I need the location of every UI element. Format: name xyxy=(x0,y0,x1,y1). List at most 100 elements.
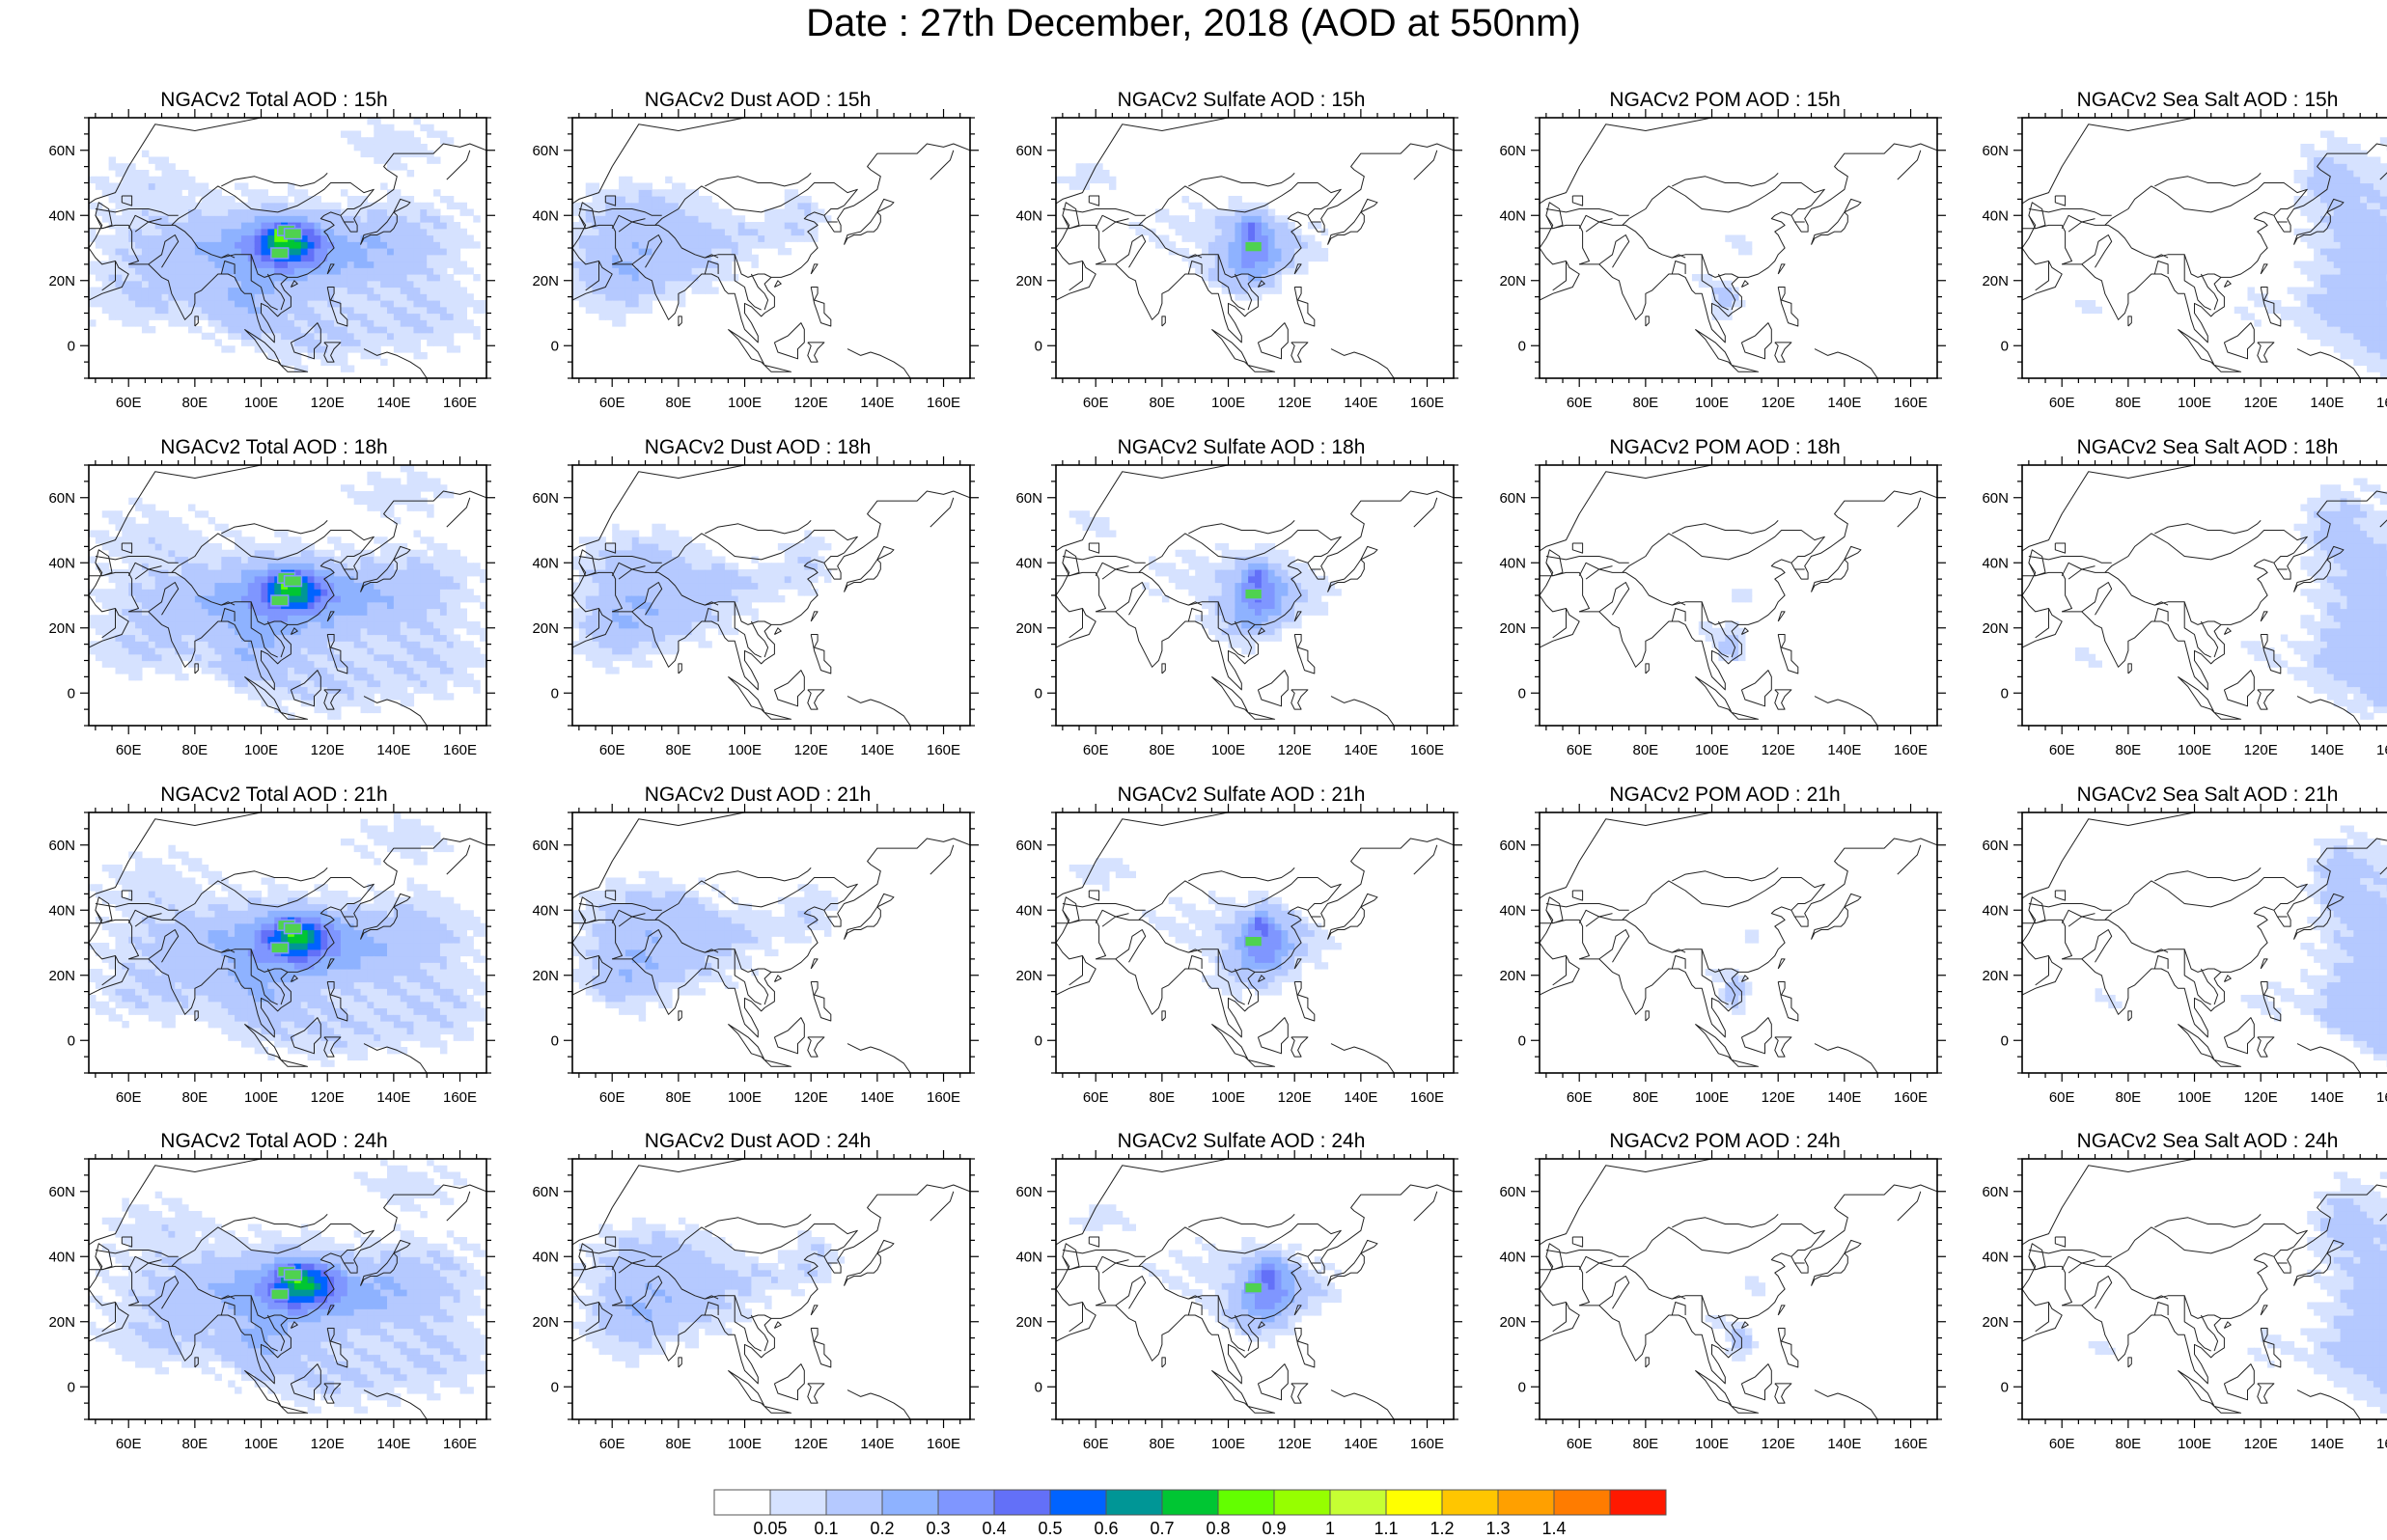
colorbar-box xyxy=(881,1489,939,1516)
panel-title: NGACv2 Total AOD : 21h xyxy=(160,784,388,806)
figure-title: Date : 27th December, 2018 (AOD at 550nm… xyxy=(806,2,1581,44)
lat-tick-label: 0 xyxy=(551,1032,559,1049)
aod-map: 60E 80E 100E 120E 140E 160E 60N 40N 20N 0 xyxy=(1982,109,2387,411)
lon-tick-label: 140E xyxy=(1344,395,1377,411)
aod-hotspot-cell xyxy=(270,247,290,260)
lon-tick-label: 140E xyxy=(1344,1436,1377,1452)
lat-tick-label: 40N xyxy=(1982,555,2009,571)
lat-tick-label: 20N xyxy=(1499,968,1526,984)
coastlines xyxy=(572,465,970,726)
lat-tick-label: 20N xyxy=(1499,1314,1526,1331)
lon-tick-label: 100E xyxy=(244,742,278,758)
aod-map: 60E 80E 100E 120E 140E 160E 60N 40N 20N 0 xyxy=(1015,804,1462,1106)
lon-tick-label: 60E xyxy=(1567,1089,1593,1106)
coastlines xyxy=(1540,812,1937,1073)
lon-tick-label: 140E xyxy=(376,1089,410,1106)
coastlines xyxy=(2022,465,2387,726)
lon-tick-label: 120E xyxy=(794,742,828,758)
panel-title: NGACv2 POM AOD : 21h xyxy=(1609,784,1841,806)
lon-tick-label: 160E xyxy=(1894,395,1928,411)
map-panel-pom-18h: NGACv2 POM AOD : 18h 60E 80E 100E 120E 140E 16… xyxy=(1493,436,1957,772)
lat-tick-label: 40N xyxy=(48,207,75,224)
lon-tick-label: 160E xyxy=(927,1089,960,1106)
panel-title: NGACv2 Sea Salt AOD : 24h xyxy=(2076,1130,2339,1152)
aod-field xyxy=(1691,234,1753,320)
map-panel-seasalt-21h: NGACv2 Sea Salt AOD : 21h 60E 80E 100E 120E 1… xyxy=(1976,784,2387,1119)
lon-tick-label: 120E xyxy=(2244,1089,2278,1106)
plot-frame xyxy=(1539,1158,1938,1420)
lon-tick-label: 120E xyxy=(1762,742,1795,758)
aod-field xyxy=(1069,858,1342,1003)
lat-tick-label: 60N xyxy=(1499,490,1526,507)
lon-tick-label: 160E xyxy=(1894,1436,1928,1452)
lat-tick-label: 20N xyxy=(48,620,75,637)
lon-tick-label: 100E xyxy=(2178,1089,2211,1106)
lon-tick-label: 160E xyxy=(927,395,960,411)
lon-tick-label: 120E xyxy=(2244,395,2278,411)
lon-tick-label: 80E xyxy=(182,742,208,758)
lon-tick-label: 100E xyxy=(2178,395,2211,411)
lat-tick-label: 0 xyxy=(1035,338,1042,354)
lat-tick-label: 0 xyxy=(551,685,559,701)
aod-hotspot-cell xyxy=(283,575,303,588)
panel-title: NGACv2 Dust AOD : 18h xyxy=(644,436,872,458)
lat-tick-label: 20N xyxy=(532,1314,559,1331)
colorbar-box xyxy=(937,1489,995,1516)
lat-tick-label: 60N xyxy=(48,490,75,507)
lon-tick-label: 80E xyxy=(666,742,692,758)
map-panel-dust-15h: NGACv2 Dust AOD : 15h 60E 80E 100E 120E 140E 1… xyxy=(526,89,989,425)
colorbar-label: 0.1 xyxy=(814,1519,838,1538)
lon-tick-label: 80E xyxy=(666,1089,692,1106)
lat-tick-label: 20N xyxy=(1015,273,1042,289)
colorbar-label: 0.4 xyxy=(982,1519,1006,1538)
aod-map: 60E 80E 100E 120E 140E 160E 60N 40N 20N 0 xyxy=(1499,456,1946,758)
aod-map: 60E 80E 100E 120E 140E 160E 60N 40N 20N 0 xyxy=(48,1150,495,1452)
lon-tick-label: 140E xyxy=(1344,1089,1377,1106)
panel-title: NGACv2 Total AOD : 18h xyxy=(160,436,388,458)
lon-tick-label: 60E xyxy=(116,1436,142,1452)
colorbar-box xyxy=(713,1489,771,1516)
lon-tick-label: 100E xyxy=(1211,1436,1245,1452)
colorbar-box xyxy=(1105,1489,1163,1516)
map-panel-pom-24h: NGACv2 POM AOD : 24h 60E 80E 100E 120E 140E 16… xyxy=(1493,1130,1957,1466)
lon-tick-label: 100E xyxy=(2178,742,2211,758)
lat-tick-label: 60N xyxy=(1982,1184,2009,1200)
lon-tick-label: 60E xyxy=(1567,742,1593,758)
lon-tick-label: 100E xyxy=(1695,1089,1729,1106)
lon-tick-label: 160E xyxy=(2376,742,2387,758)
lon-tick-label: 100E xyxy=(244,395,278,411)
panel-title: NGACv2 POM AOD : 18h xyxy=(1609,436,1841,458)
colorbar-label: 1.4 xyxy=(1541,1519,1566,1538)
aod-field xyxy=(572,176,832,327)
aod-map: 60E 80E 100E 120E 140E 160E 60N 40N 20N 0 xyxy=(48,456,495,758)
lon-tick-label: 60E xyxy=(1567,395,1593,411)
lat-tick-label: 0 xyxy=(1035,685,1042,701)
lat-tick-label: 20N xyxy=(532,620,559,637)
aod-map: 60E 80E 100E 120E 140E 160E 60N 40N 20N 0 xyxy=(1015,1150,1462,1452)
lon-tick-label: 140E xyxy=(2310,1436,2344,1452)
coastlines xyxy=(2022,812,2387,1073)
lat-tick-label: 40N xyxy=(48,555,75,571)
map-panel-sulfate-21h: NGACv2 Sulfate AOD : 21h 60E 80E 100E 120E 14… xyxy=(1010,784,1473,1119)
lat-tick-label: 20N xyxy=(532,273,559,289)
lon-tick-label: 160E xyxy=(443,742,477,758)
coastlines xyxy=(2022,1159,2387,1419)
panel-title: NGACv2 Sulfate AOD : 18h xyxy=(1117,436,1366,458)
lat-tick-label: 60N xyxy=(532,1184,559,1200)
panel-title: NGACv2 Sea Salt AOD : 21h xyxy=(2076,784,2339,806)
colorbar-box xyxy=(769,1489,827,1516)
lon-tick-label: 140E xyxy=(1827,395,1861,411)
lon-tick-label: 160E xyxy=(1410,395,1444,411)
lon-tick-label: 140E xyxy=(1827,742,1861,758)
lat-tick-label: 20N xyxy=(1982,968,2009,984)
lat-tick-label: 40N xyxy=(532,207,559,224)
lon-tick-label: 60E xyxy=(599,742,625,758)
lon-tick-label: 140E xyxy=(376,1436,410,1452)
lon-tick-label: 160E xyxy=(2376,1089,2387,1106)
lon-tick-label: 60E xyxy=(599,1436,625,1452)
lat-tick-label: 40N xyxy=(48,902,75,919)
lon-tick-label: 120E xyxy=(2244,1436,2278,1452)
lat-tick-label: 0 xyxy=(68,1032,75,1049)
map-panel-total-15h: NGACv2 Total AOD : 15h 60E 80E 100E 120E 140E… xyxy=(42,89,506,425)
colorbar-box xyxy=(1329,1489,1387,1516)
